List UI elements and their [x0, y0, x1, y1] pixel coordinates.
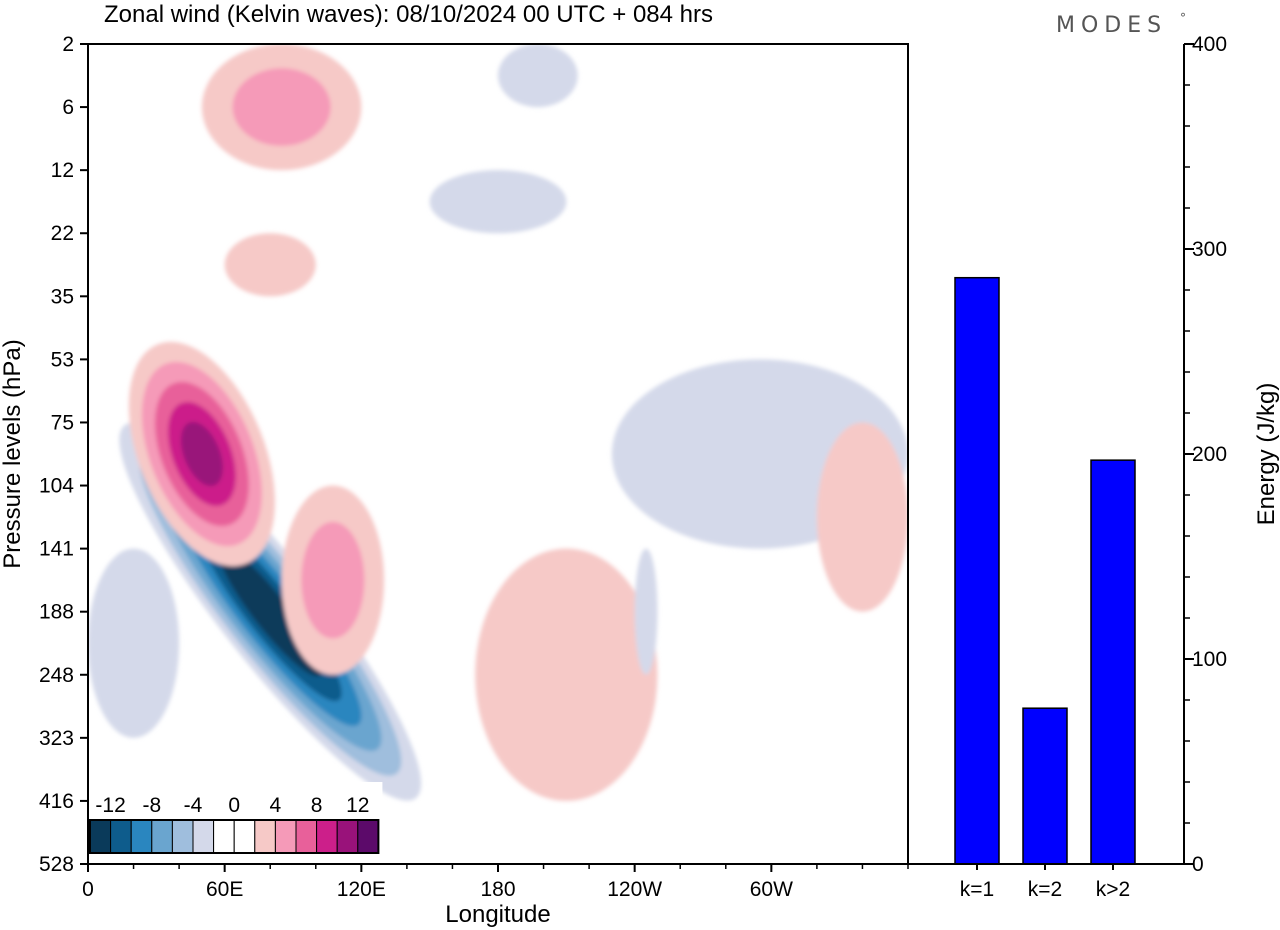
colorbar-swatch — [110, 819, 132, 854]
y-tick-label: 248 — [39, 664, 74, 687]
colorbar-label: -12 — [95, 794, 125, 817]
energy-category-label: k>2 — [1096, 878, 1130, 901]
contour-feature — [497, 44, 578, 108]
energy-bar — [954, 276, 1000, 865]
y-tick-label: 2 — [62, 33, 74, 56]
contour-level — [301, 521, 365, 639]
y-tick-label: 528 — [39, 853, 74, 876]
x-tick-label: 60E — [206, 878, 243, 901]
contour-level — [816, 422, 908, 612]
energy-y-axis-label: Energy (J/kg) — [1253, 383, 1280, 526]
contour-level — [224, 233, 316, 297]
colorbar-swatch — [274, 819, 297, 854]
contour-feature — [429, 170, 567, 234]
contour-feature — [201, 44, 362, 171]
energy-x-axis: k=1 k=2 k>2 — [960, 864, 1130, 901]
x-tick-label: 120W — [607, 878, 662, 901]
colorbar-swatch — [213, 819, 235, 854]
energy-y-tick-label: 200 — [1192, 443, 1227, 466]
colorbar-label: 12 — [346, 794, 369, 817]
y-tick-label: 75 — [51, 411, 74, 434]
colorbar-swatch — [316, 819, 338, 854]
contour-level — [181, 421, 223, 487]
colorbar-swatch — [336, 819, 359, 854]
modes-logo-text: MODES — [1056, 13, 1167, 38]
modes-logo: MODES ° — [1056, 11, 1186, 38]
y-tick-label: 104 — [39, 475, 74, 498]
colorbar-swatch — [89, 819, 112, 854]
y-tick-label: 22 — [51, 222, 74, 245]
colorbar-swatch — [357, 819, 379, 854]
energy-y-tick-label: 0 — [1192, 853, 1204, 876]
y-tick-label: 188 — [39, 601, 74, 624]
colorbar-swatch — [171, 819, 194, 854]
y-tick-label: 323 — [39, 727, 74, 750]
contour-feature — [128, 341, 275, 567]
heatmap-x-axis-label: Longitude — [445, 901, 550, 928]
energy-y-tick-label: 300 — [1192, 238, 1227, 261]
colorbar-swatch — [151, 819, 173, 854]
heatmap-x-axis: 0 60E 120E 180 120W 60W — [82, 864, 909, 901]
contour-level — [429, 170, 567, 234]
contour-level — [634, 548, 658, 675]
heatmap-contours — [88, 44, 908, 801]
contour-feature — [88, 548, 180, 738]
contour-feature — [634, 548, 658, 675]
y-tick-label: 12 — [51, 159, 74, 182]
y-tick-label: 6 — [62, 96, 74, 119]
y-tick-label: 416 — [39, 790, 74, 813]
contour-feature — [816, 422, 908, 612]
heatmap-y-axis: 2 6 12 22 35 53 75 104 141 188 248 323 416 528 — [39, 33, 88, 876]
contour-feature — [475, 548, 658, 801]
x-tick-label: 60W — [750, 878, 793, 901]
heatmap-y-axis-label: Pressure levels (hPa) — [0, 339, 26, 568]
x-tick-label: 180 — [480, 878, 515, 901]
y-tick-label: 53 — [51, 348, 74, 371]
contour-level — [497, 44, 578, 108]
colorbar-label: -4 — [184, 794, 203, 817]
colorbar-frame — [89, 819, 380, 854]
energy-y-tick-label: 100 — [1192, 648, 1227, 671]
colorbar-swatch — [130, 819, 153, 854]
energy-category-label: k=1 — [960, 878, 994, 901]
x-tick-label: 120E — [337, 878, 386, 901]
energy-category-label: k=2 — [1028, 878, 1062, 901]
colorbar-swatch — [233, 819, 256, 854]
energy-y-tick-label: 400 — [1192, 33, 1227, 56]
energy-bar — [1090, 459, 1136, 865]
contour-feature — [281, 485, 385, 675]
contour-level — [475, 548, 658, 801]
energy-bar — [1022, 707, 1068, 865]
energy-bars — [954, 276, 1136, 865]
colorbar-label: 8 — [311, 794, 323, 817]
y-tick-label: 141 — [39, 538, 74, 561]
contour-feature — [224, 233, 316, 297]
contour-level — [232, 68, 331, 146]
colorbar: -12 -8 -4 0 4 8 12 — [88, 782, 383, 856]
contour-level — [88, 548, 180, 738]
contour-level — [238, 571, 302, 652]
colorbar-label: 4 — [270, 794, 282, 817]
x-tick-label: 0 — [82, 878, 94, 901]
colorbar-label: 0 — [228, 794, 240, 817]
energy-bar-panel: 0 100 200 300 400 k=1 k=2 k>2 Energy (J/kg) — [908, 33, 1280, 901]
colorbar-swatch — [192, 819, 215, 854]
y-tick-label: 35 — [51, 285, 74, 308]
colorbar-swatch — [295, 819, 318, 854]
colorbar-swatch — [254, 819, 276, 854]
energy-y-axis: 0 100 200 300 400 — [1184, 33, 1227, 876]
chart-title: Zonal wind (Kelvin waves): 08/10/2024 00… — [104, 1, 713, 28]
modes-logo-mark: ° — [1180, 11, 1186, 25]
heatmap-panel: -12 -8 -4 0 4 8 12 0 60E 120E 180 120W 60W 2 6 12 22 35… — [0, 33, 909, 928]
colorbar-label: -8 — [142, 794, 161, 817]
